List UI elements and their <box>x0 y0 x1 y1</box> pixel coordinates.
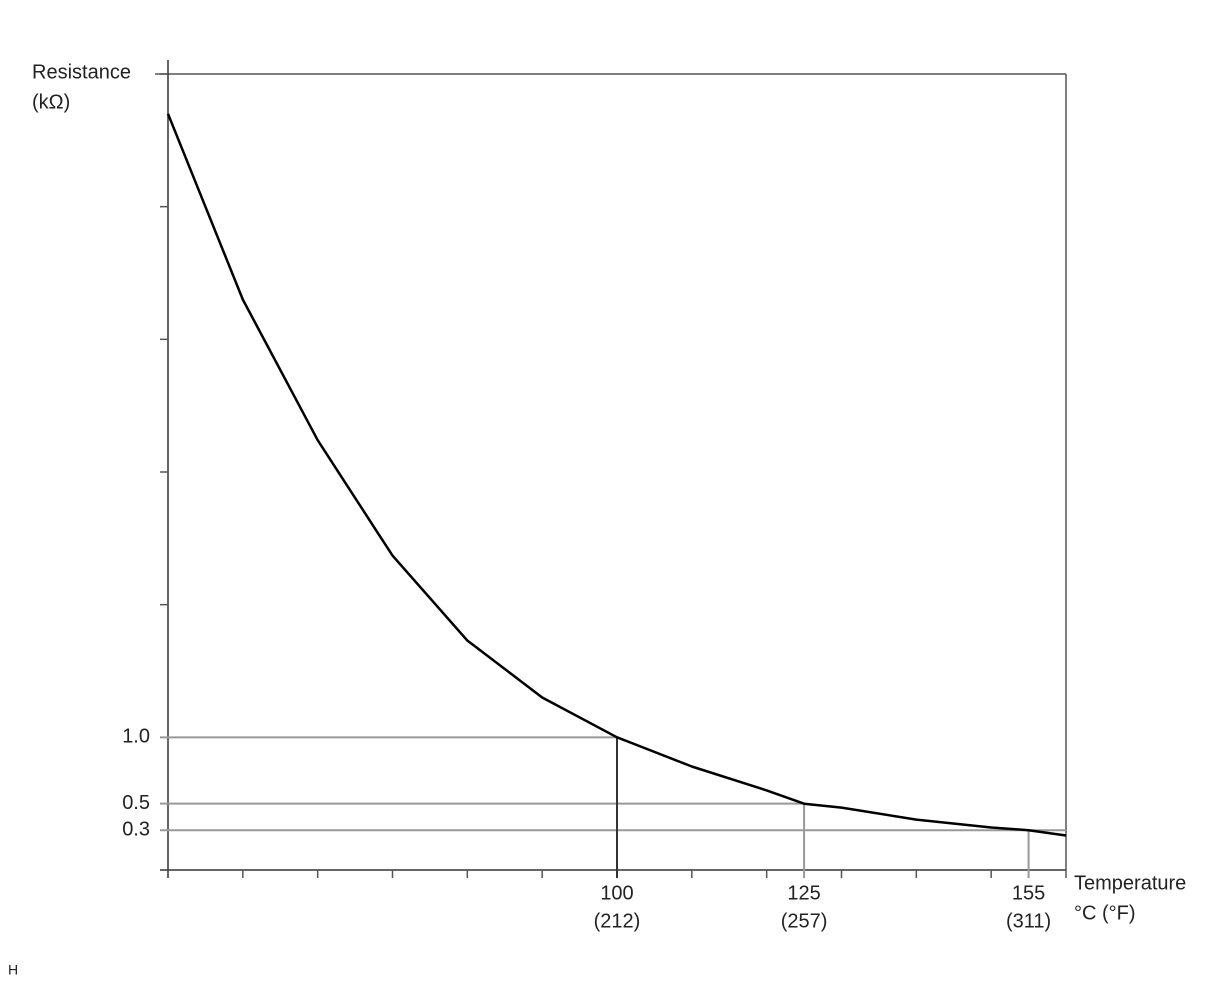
x-tick-label-f: (257) <box>781 910 828 932</box>
x-tick-label: 125 <box>787 882 820 904</box>
y-tick-label: 1.0 <box>122 726 150 748</box>
x-axis-unit: °C (°F) <box>1074 902 1136 924</box>
y-axis-unit: (kΩ) <box>32 91 70 113</box>
x-tick-label: 100 <box>600 882 633 904</box>
x-tick-label-f: (311) <box>1006 910 1051 932</box>
x-axis-label: Temperature <box>1074 872 1186 894</box>
y-tick-label: 0.3 <box>122 818 150 840</box>
y-axis-label: Resistance <box>32 61 131 83</box>
x-tick-label: 155 <box>1012 882 1045 904</box>
curve <box>166 113 1067 837</box>
footnote: H <box>8 962 18 978</box>
y-tick-label: 0.5 <box>122 792 150 814</box>
x-tick-label-f: (212) <box>594 910 641 932</box>
